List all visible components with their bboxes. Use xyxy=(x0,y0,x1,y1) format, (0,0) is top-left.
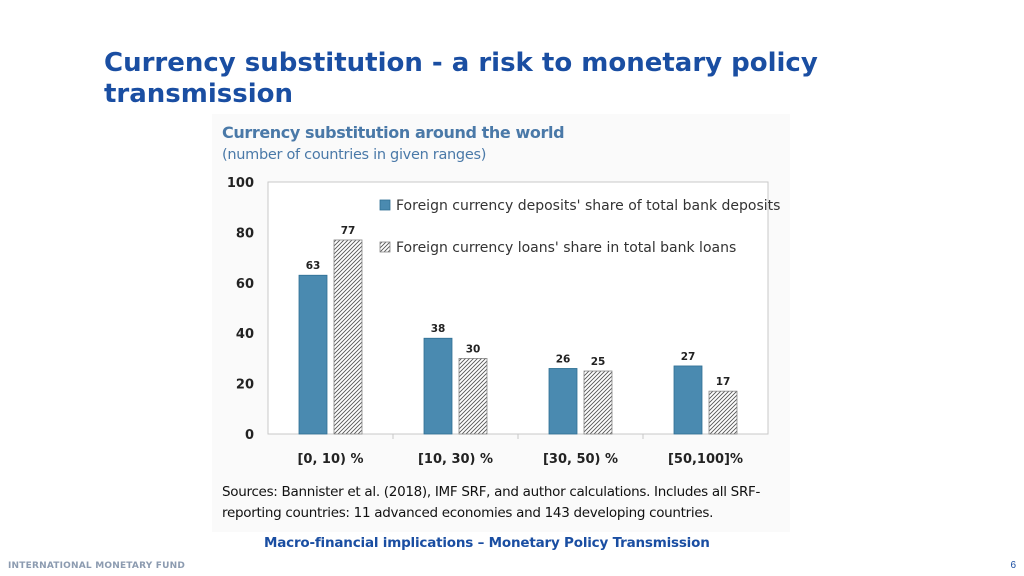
y-tick-label: 80 xyxy=(236,226,254,241)
legend-label-deposits: Foreign currency deposits' share of tota… xyxy=(396,198,780,214)
chart-subtitle: (number of countries in given ranges) xyxy=(222,147,487,163)
y-tick-label: 0 xyxy=(245,428,254,443)
data-label: 25 xyxy=(591,356,606,368)
legend-swatch-deposits xyxy=(379,199,391,211)
bar-loans xyxy=(583,370,613,435)
page-number: 6 xyxy=(1010,560,1016,571)
y-tick-label: 100 xyxy=(227,176,254,191)
y-tick-label: 20 xyxy=(236,378,254,393)
chart-title: Currency substitution around the world xyxy=(222,123,565,142)
data-label: 17 xyxy=(716,376,731,388)
footer-organization: INTERNATIONAL MONETARY FUND xyxy=(8,561,186,571)
x-category-label: [0, 10) % xyxy=(297,452,363,467)
y-tick-label: 40 xyxy=(236,327,254,342)
x-category-label: [50,100]% xyxy=(668,452,743,467)
slide-title: Currency substitution - a risk to moneta… xyxy=(104,48,818,109)
data-label: 38 xyxy=(431,323,446,335)
legend-label-loans: Foreign currency loans' share in total b… xyxy=(396,240,736,256)
bar-deposits xyxy=(548,368,578,435)
data-label: 77 xyxy=(341,225,356,237)
data-label: 63 xyxy=(306,260,321,272)
footer-section-title: Macro-financial implications – Monetary … xyxy=(264,535,710,551)
legend-swatch-loans xyxy=(379,241,391,253)
data-label: 26 xyxy=(556,353,571,365)
chart-bars: 63 77 38 30 26 25 27 17 xyxy=(298,225,738,435)
data-label: 30 xyxy=(466,343,481,355)
x-category-label: [10, 30) % xyxy=(418,452,493,467)
x-category-label: [30, 50) % xyxy=(543,452,618,467)
bar-loans xyxy=(708,390,738,435)
bar-chart: 0 20 40 60 80 100 [0, 10) % [10, 30) % [30, 50) … xyxy=(227,176,781,467)
chart-legend: Foreign currency deposits' share of tota… xyxy=(379,198,780,256)
data-label: 27 xyxy=(681,351,696,363)
y-tick-label: 60 xyxy=(236,277,254,292)
bar-deposits xyxy=(673,365,703,435)
bar-loans xyxy=(458,357,488,435)
bar-deposits xyxy=(423,337,453,435)
bar-deposits xyxy=(298,274,328,435)
figure-sources: Sources: Bannister et al. (2018), IMF SR… xyxy=(222,484,761,521)
bar-loans xyxy=(333,239,363,435)
